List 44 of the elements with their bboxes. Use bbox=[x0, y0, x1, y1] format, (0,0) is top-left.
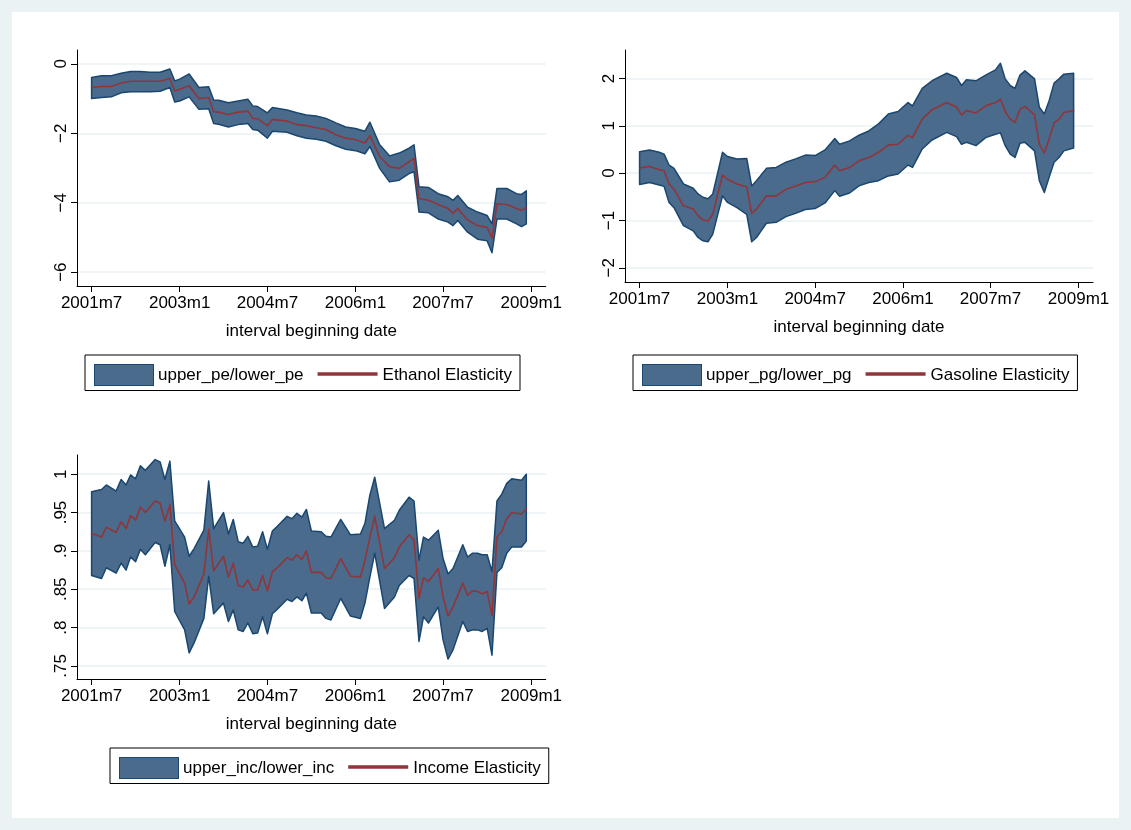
y-tick-label: −2 bbox=[51, 123, 70, 143]
x-tick-label: 2006m1 bbox=[324, 293, 387, 312]
line-series bbox=[90, 500, 528, 617]
y-tick-label: 0 bbox=[599, 168, 618, 178]
x-tick-label: 2009m1 bbox=[1047, 289, 1110, 308]
x-tick-label: 2007m7 bbox=[412, 293, 474, 312]
y-tick-label: 2 bbox=[599, 73, 618, 84]
y-tick-label: 1 bbox=[599, 121, 618, 131]
x-tick-label: 2001m7 bbox=[60, 293, 123, 312]
legend-label: Ethanol Elasticity bbox=[382, 364, 513, 384]
line-series bbox=[638, 98, 1075, 222]
x-tick-label: 2001m7 bbox=[60, 686, 123, 705]
y-tick-label: .95 bbox=[51, 500, 70, 525]
legend-title: upper_pe/lower_pe bbox=[158, 364, 304, 384]
x-tick-label: 2009m1 bbox=[500, 686, 562, 705]
y-tick-label: 0 bbox=[51, 59, 70, 69]
y-tick-label: −1 bbox=[599, 210, 618, 231]
legend-title: upper_pg/lower_pg bbox=[706, 364, 852, 384]
x-axis-title: interval beginning date bbox=[773, 317, 945, 336]
x-tick-label: 2003m1 bbox=[148, 293, 211, 312]
x-tick-label: 2001m7 bbox=[608, 289, 671, 308]
x-tick-label: 2009m1 bbox=[500, 293, 562, 312]
y-tick-label: .85 bbox=[51, 577, 70, 602]
x-tick-label: 2006m1 bbox=[872, 289, 934, 308]
y-tick-label: −6 bbox=[51, 262, 70, 282]
x-tick-label: 2006m1 bbox=[324, 686, 387, 705]
y-tick-label: −2 bbox=[599, 258, 618, 278]
y-tick-label: .9 bbox=[51, 543, 70, 558]
legend-title: upper_inc/lower_inc bbox=[183, 757, 335, 777]
legend-label: Income Elasticity bbox=[413, 757, 542, 777]
y-tick-label: 1 bbox=[51, 469, 70, 479]
x-tick-label: 2004m7 bbox=[236, 686, 299, 705]
x-tick-label: 2004m7 bbox=[784, 289, 846, 308]
x-tick-label: 2004m7 bbox=[236, 293, 299, 312]
x-tick-label: 2003m1 bbox=[148, 686, 211, 705]
y-tick-label: −4 bbox=[51, 193, 70, 213]
x-axis-title: interval beginning date bbox=[225, 714, 397, 733]
x-tick-label: 2007m7 bbox=[959, 289, 1022, 308]
x-tick-label: 2003m1 bbox=[696, 289, 759, 308]
x-tick-label: 2007m7 bbox=[412, 686, 474, 705]
x-axis-title: interval beginning date bbox=[225, 321, 397, 340]
y-tick-label: .75 bbox=[51, 654, 70, 678]
legend-label: Gasoline Elasticity bbox=[930, 364, 1070, 384]
y-tick-label: .8 bbox=[51, 620, 70, 635]
